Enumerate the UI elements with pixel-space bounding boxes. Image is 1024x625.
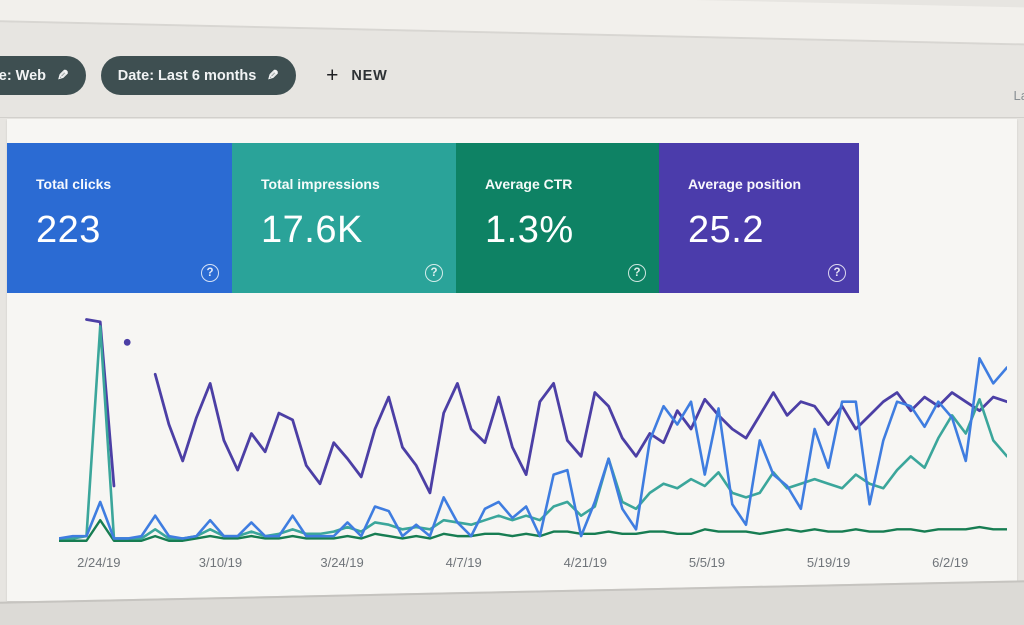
performance-panel: Total clicks 223 ? Total impressions 17.… bbox=[7, 119, 1017, 601]
total-impressions-card[interactable]: Total impressions 17.6K ? bbox=[232, 143, 456, 293]
average-ctr-value: 1.3% bbox=[485, 209, 574, 251]
series-line-average-position bbox=[155, 374, 1007, 493]
x-axis-label: 4/7/19 bbox=[445, 555, 482, 570]
x-axis-label: 3/24/19 bbox=[320, 555, 364, 570]
help-icon[interactable]: ? bbox=[828, 264, 846, 282]
total-impressions-label: Total impressions bbox=[261, 176, 380, 192]
filter-chips: type: Web ✎ Date: Last 6 months ✎ + NEW bbox=[0, 56, 388, 95]
average-position-value: 25.2 bbox=[688, 209, 764, 251]
x-axis: 2/24/19 3/10/19 3/24/19 4/7/19 4/21/19 5/5/19… bbox=[59, 549, 1007, 579]
x-axis-label: 2/24/19 bbox=[77, 555, 121, 570]
plus-icon: + bbox=[326, 64, 339, 87]
metric-cards-row: Total clicks 223 ? Total impressions 17.… bbox=[7, 143, 1017, 293]
edit-pencil-icon[interactable]: ✎ bbox=[57, 67, 69, 83]
average-ctr-card[interactable]: Average CTR 1.3% ? bbox=[456, 143, 659, 293]
date-chip-label: Date: Last 6 months bbox=[117, 67, 257, 84]
total-clicks-label: Total clicks bbox=[36, 176, 112, 192]
x-axis-label: 3/10/19 bbox=[198, 555, 243, 570]
help-icon[interactable]: ? bbox=[425, 264, 443, 282]
filter-bar: type: Web ✎ Date: Last 6 months ✎ + NEW … bbox=[0, 0, 1024, 118]
new-filter-button[interactable]: + NEW bbox=[326, 65, 388, 86]
series-line-average-position bbox=[86, 320, 113, 486]
x-axis-label: 4/21/19 bbox=[563, 555, 608, 570]
series-line-average-ctr bbox=[59, 520, 1007, 541]
x-axis-label: 5/5/19 bbox=[688, 555, 726, 570]
search-type-filter-chip[interactable]: type: Web ✎ bbox=[0, 56, 86, 95]
search-type-chip-label: type: Web bbox=[0, 67, 47, 84]
performance-chart-canvas bbox=[59, 315, 1007, 543]
total-clicks-value: 223 bbox=[36, 209, 101, 251]
performance-chart bbox=[59, 315, 1007, 543]
x-axis-label: 5/19/19 bbox=[806, 555, 851, 570]
edit-pencil-icon[interactable]: ✎ bbox=[267, 67, 280, 83]
outlier-data-point bbox=[123, 338, 131, 346]
average-ctr-label: Average CTR bbox=[485, 176, 573, 192]
help-icon[interactable]: ? bbox=[628, 264, 646, 282]
new-filter-button-label: NEW bbox=[351, 67, 388, 84]
last-updated-partial-text: La bbox=[1013, 88, 1024, 103]
series-line-total-clicks bbox=[59, 358, 1007, 538]
help-icon[interactable]: ? bbox=[201, 264, 219, 282]
series-line-total-impressions bbox=[59, 326, 1007, 538]
x-axis-label: 6/2/19 bbox=[932, 555, 969, 570]
total-clicks-card[interactable]: Total clicks 223 ? bbox=[7, 143, 232, 293]
average-position-label: Average position bbox=[688, 176, 802, 192]
average-position-card[interactable]: Average position 25.2 ? bbox=[659, 143, 859, 293]
total-impressions-value: 17.6K bbox=[261, 209, 363, 251]
date-filter-chip[interactable]: Date: Last 6 months ✎ bbox=[100, 56, 297, 95]
